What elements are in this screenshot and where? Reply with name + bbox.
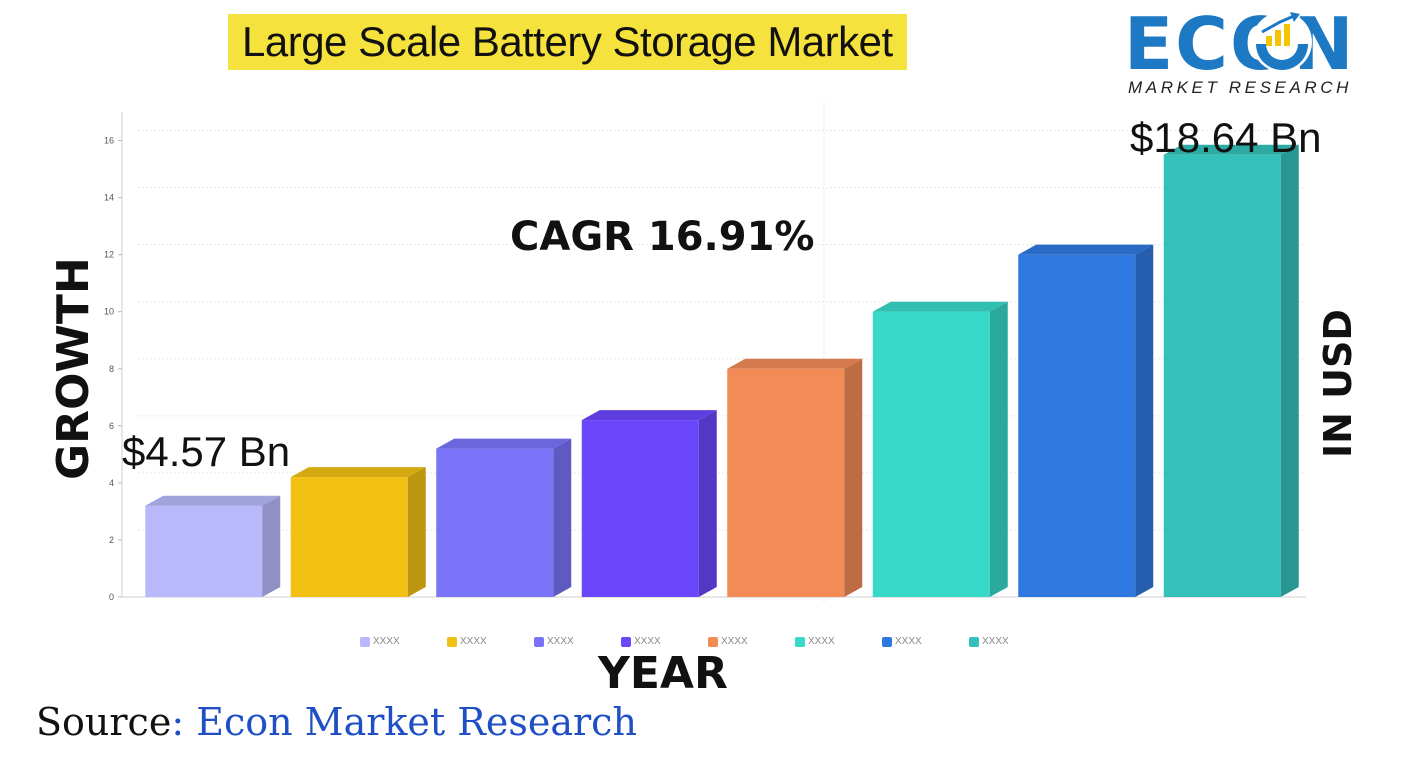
bar-side <box>553 438 572 597</box>
legend-label: XXXX <box>373 636 400 647</box>
chart-legend: XXXX XXXX XXXX XXXX XXXX XXXX XXXX XXXX <box>360 636 1056 647</box>
bar-side <box>1280 144 1299 597</box>
bar-top <box>1018 244 1154 255</box>
source-prefix: Source <box>36 700 172 744</box>
legend-swatch <box>708 636 718 647</box>
legend-item[interactable]: XXXX <box>708 636 795 647</box>
bar-side <box>262 495 281 597</box>
bar-front <box>145 505 263 597</box>
bar-front <box>436 448 554 597</box>
y-tick-label: 6 <box>109 421 114 431</box>
bar-side <box>989 301 1008 597</box>
y-tick-label: 14 <box>104 193 114 203</box>
legend-label: XXXX <box>547 636 574 647</box>
bar-top <box>290 467 426 478</box>
econ-logo: ECON MARKET RESEARCH <box>1124 4 1384 100</box>
legend-label: XXXX <box>982 636 1009 647</box>
y-tick-label: 16 <box>104 136 114 146</box>
bar-top <box>872 301 1008 312</box>
bar-side <box>407 467 426 597</box>
legend-swatch <box>360 636 370 647</box>
legend-item[interactable]: XXXX <box>621 636 708 647</box>
y-tick-label: 0 <box>109 592 114 602</box>
bar-top <box>727 358 863 369</box>
legend-item[interactable]: XXXX <box>360 636 447 647</box>
legend-label: XXXX <box>460 636 487 647</box>
bar <box>1163 144 1299 597</box>
chart-title: Large Scale Battery Storage Market <box>242 18 893 65</box>
y-axis-right-label: IN USD <box>1316 309 1360 458</box>
bar-top <box>581 410 717 421</box>
cagr-annotation: CAGR 16.91% <box>510 214 815 260</box>
legend-item[interactable]: XXXX <box>795 636 882 647</box>
title-highlight: Large Scale Battery Storage Market <box>228 14 907 70</box>
legend-label: XXXX <box>634 636 661 647</box>
legend-swatch <box>621 636 631 647</box>
first-value-label: $4.57 Bn <box>122 428 291 475</box>
legend-item[interactable]: XXXX <box>534 636 621 647</box>
legend-item[interactable]: XXXX <box>447 636 534 647</box>
bar-front <box>581 420 699 597</box>
y-tick-label: 8 <box>109 364 114 374</box>
bar-front <box>727 368 845 597</box>
legend-label: XXXX <box>808 636 835 647</box>
source-line: Source: Econ Market Research <box>36 700 637 744</box>
bar <box>1018 244 1154 597</box>
legend-label: XXXX <box>721 636 748 647</box>
logo-subtitle: MARKET RESEARCH <box>1128 78 1353 97</box>
bar <box>436 438 572 597</box>
bar-top <box>1163 144 1299 155</box>
bar-front <box>1018 254 1136 597</box>
source-name: : Econ Market Research <box>171 700 637 744</box>
legend-swatch <box>969 636 979 647</box>
logo-wordmark: ECON <box>1124 2 1356 86</box>
bar <box>581 410 717 597</box>
legend-swatch <box>447 636 457 647</box>
bar <box>145 495 281 597</box>
bar-side <box>698 410 717 597</box>
legend-item[interactable]: XXXX <box>882 636 969 647</box>
bars <box>145 144 1299 597</box>
bar <box>290 467 426 597</box>
bar-side <box>844 358 863 597</box>
bar-side <box>1135 244 1154 597</box>
legend-swatch <box>882 636 892 647</box>
bar-growth-arrow-icon <box>1252 12 1312 72</box>
bar <box>727 358 863 597</box>
y-tick-label: 2 <box>109 535 114 545</box>
bar-front <box>290 477 408 597</box>
bar-top <box>436 438 572 449</box>
legend-swatch <box>534 636 544 647</box>
bar <box>872 301 1008 597</box>
legend-item[interactable]: XXXX <box>969 636 1056 647</box>
y-tick-label: 12 <box>104 250 114 260</box>
legend-label: XXXX <box>895 636 922 647</box>
bar-front <box>1163 154 1281 597</box>
y-tick-label: 10 <box>104 307 114 317</box>
legend-swatch <box>795 636 805 647</box>
bar-front <box>872 311 990 597</box>
x-axis-label: YEAR <box>598 648 728 699</box>
last-value-label: $18.64 Bn <box>1130 114 1322 161</box>
y-axis-label: GROWTH <box>48 257 99 480</box>
y-tick-label: 4 <box>109 478 114 488</box>
bar-top <box>145 495 281 506</box>
